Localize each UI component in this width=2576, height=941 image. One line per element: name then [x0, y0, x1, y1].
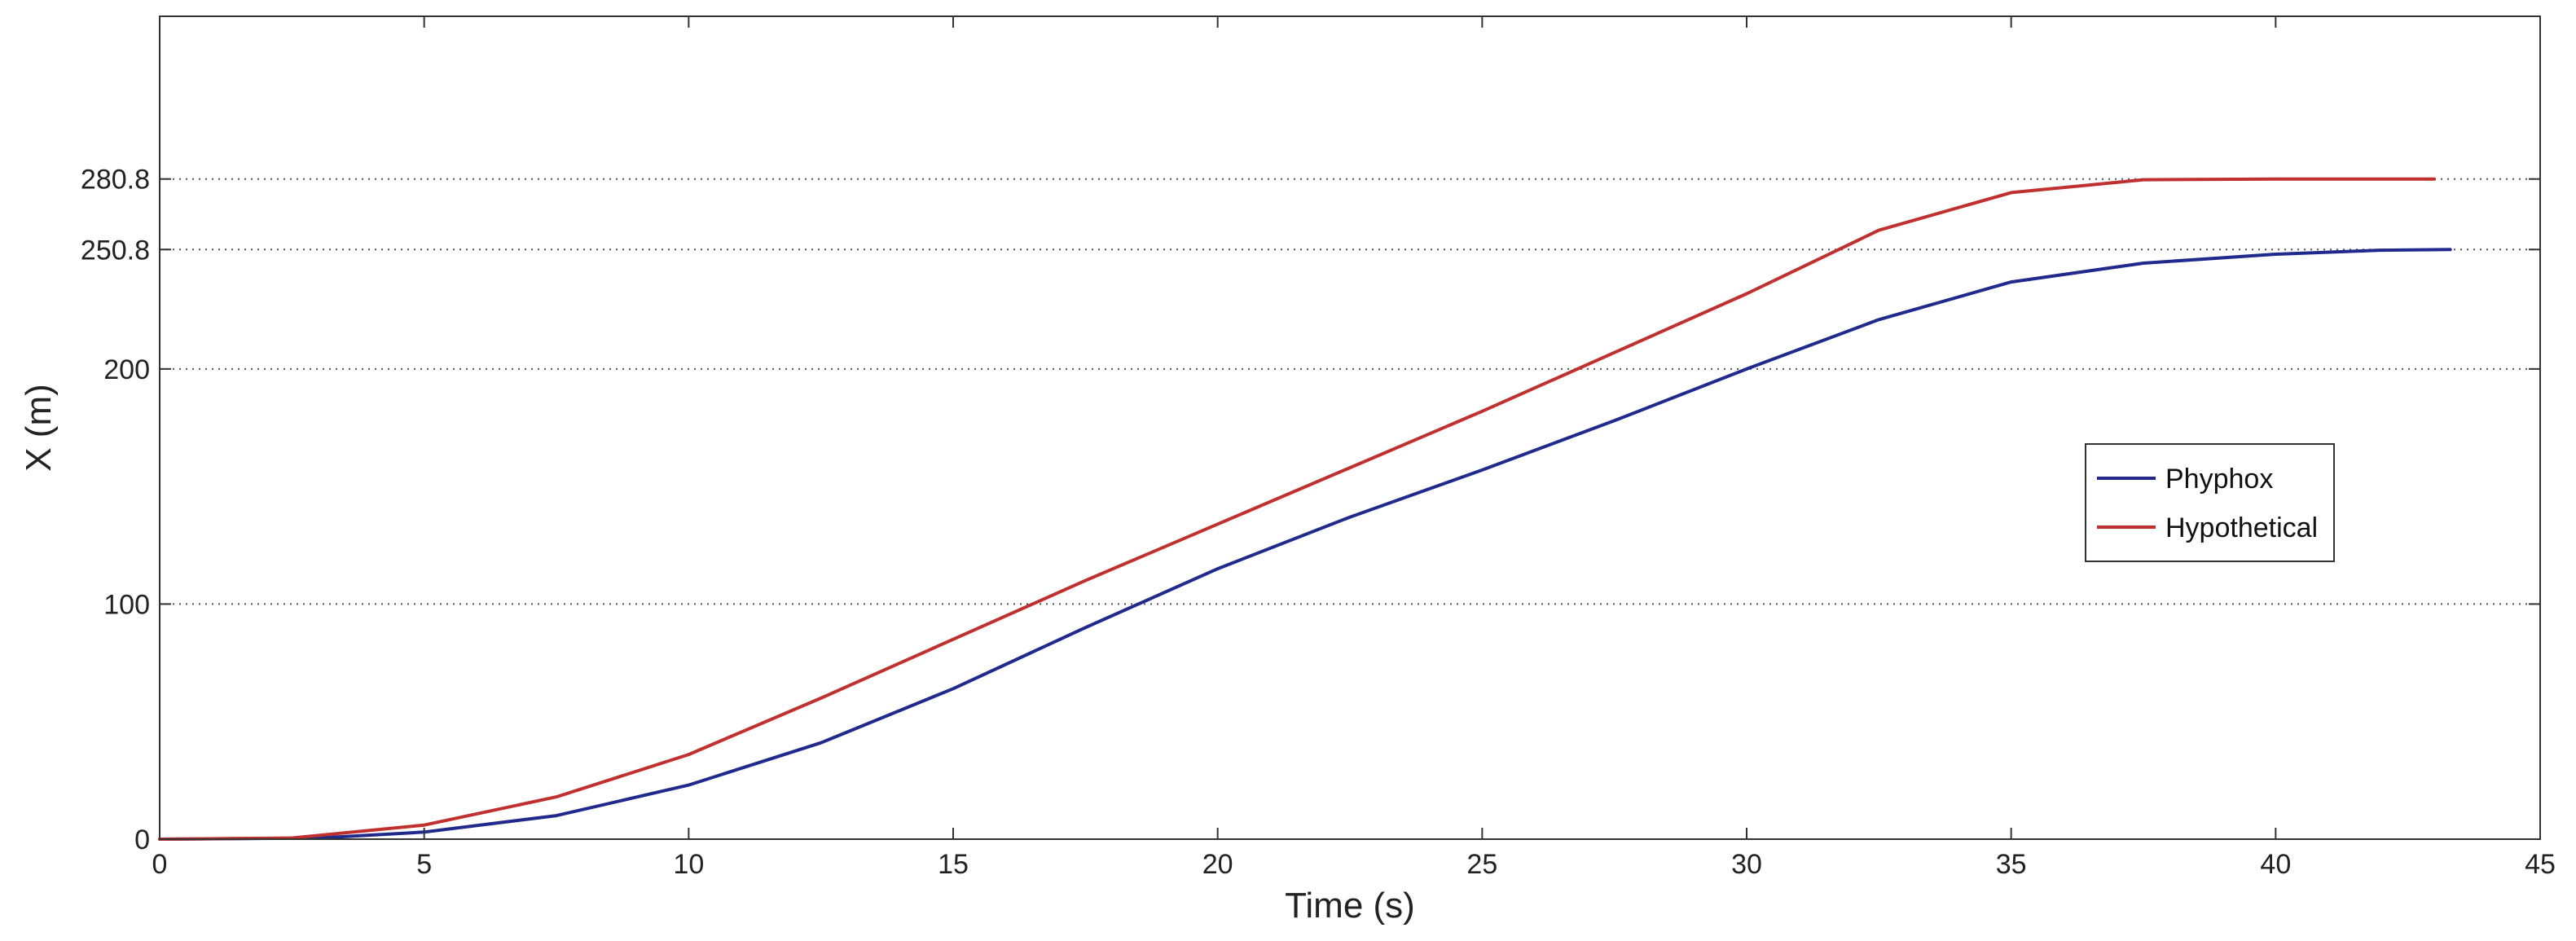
y-axis-label: X (m)	[19, 384, 59, 472]
x-axis-label: Time (s)	[1285, 886, 1415, 926]
series-lines	[158, 177, 2452, 841]
x-tick-label-8: 40	[2260, 849, 2291, 880]
plot-frame	[159, 15, 2541, 840]
x-tick-label-0: 0	[152, 849, 168, 880]
legend-label-phyphox: Phyphox	[2165, 464, 2273, 495]
y-tick-label-2: 200	[103, 354, 150, 385]
x-tick-label-4: 20	[1202, 849, 1233, 880]
series-line-phyphox	[158, 248, 2452, 841]
axis-ticks	[159, 16, 2541, 840]
x-tick-label-1: 5	[416, 849, 432, 880]
y-tick-label-1: 100	[103, 589, 150, 620]
y-tick-label-3: 250.8	[81, 235, 150, 266]
y-tick-label-4: 280.8	[81, 165, 150, 196]
x-tick-label-2: 10	[673, 849, 704, 880]
x-tick-label-7: 35	[1996, 849, 2027, 880]
x-tick-label-9: 45	[2525, 849, 2556, 880]
axis-tick-labels: 0 100 200 250.8 280.8 0 5 10 15 20 25 30 35 40 45	[81, 165, 2556, 880]
x-tick-label-5: 25	[1466, 849, 1497, 880]
legend-box	[2085, 443, 2335, 562]
series-line-hypothetical	[158, 177, 2437, 841]
legend-label-hypothetical: Hypothetical	[2165, 512, 2318, 543]
x-tick-label-3: 15	[938, 849, 969, 880]
y-tick-label-0: 0	[134, 824, 150, 855]
x-tick-label-6: 30	[1731, 849, 1762, 880]
legend: Phyphox Hypothetical	[2085, 443, 2335, 562]
